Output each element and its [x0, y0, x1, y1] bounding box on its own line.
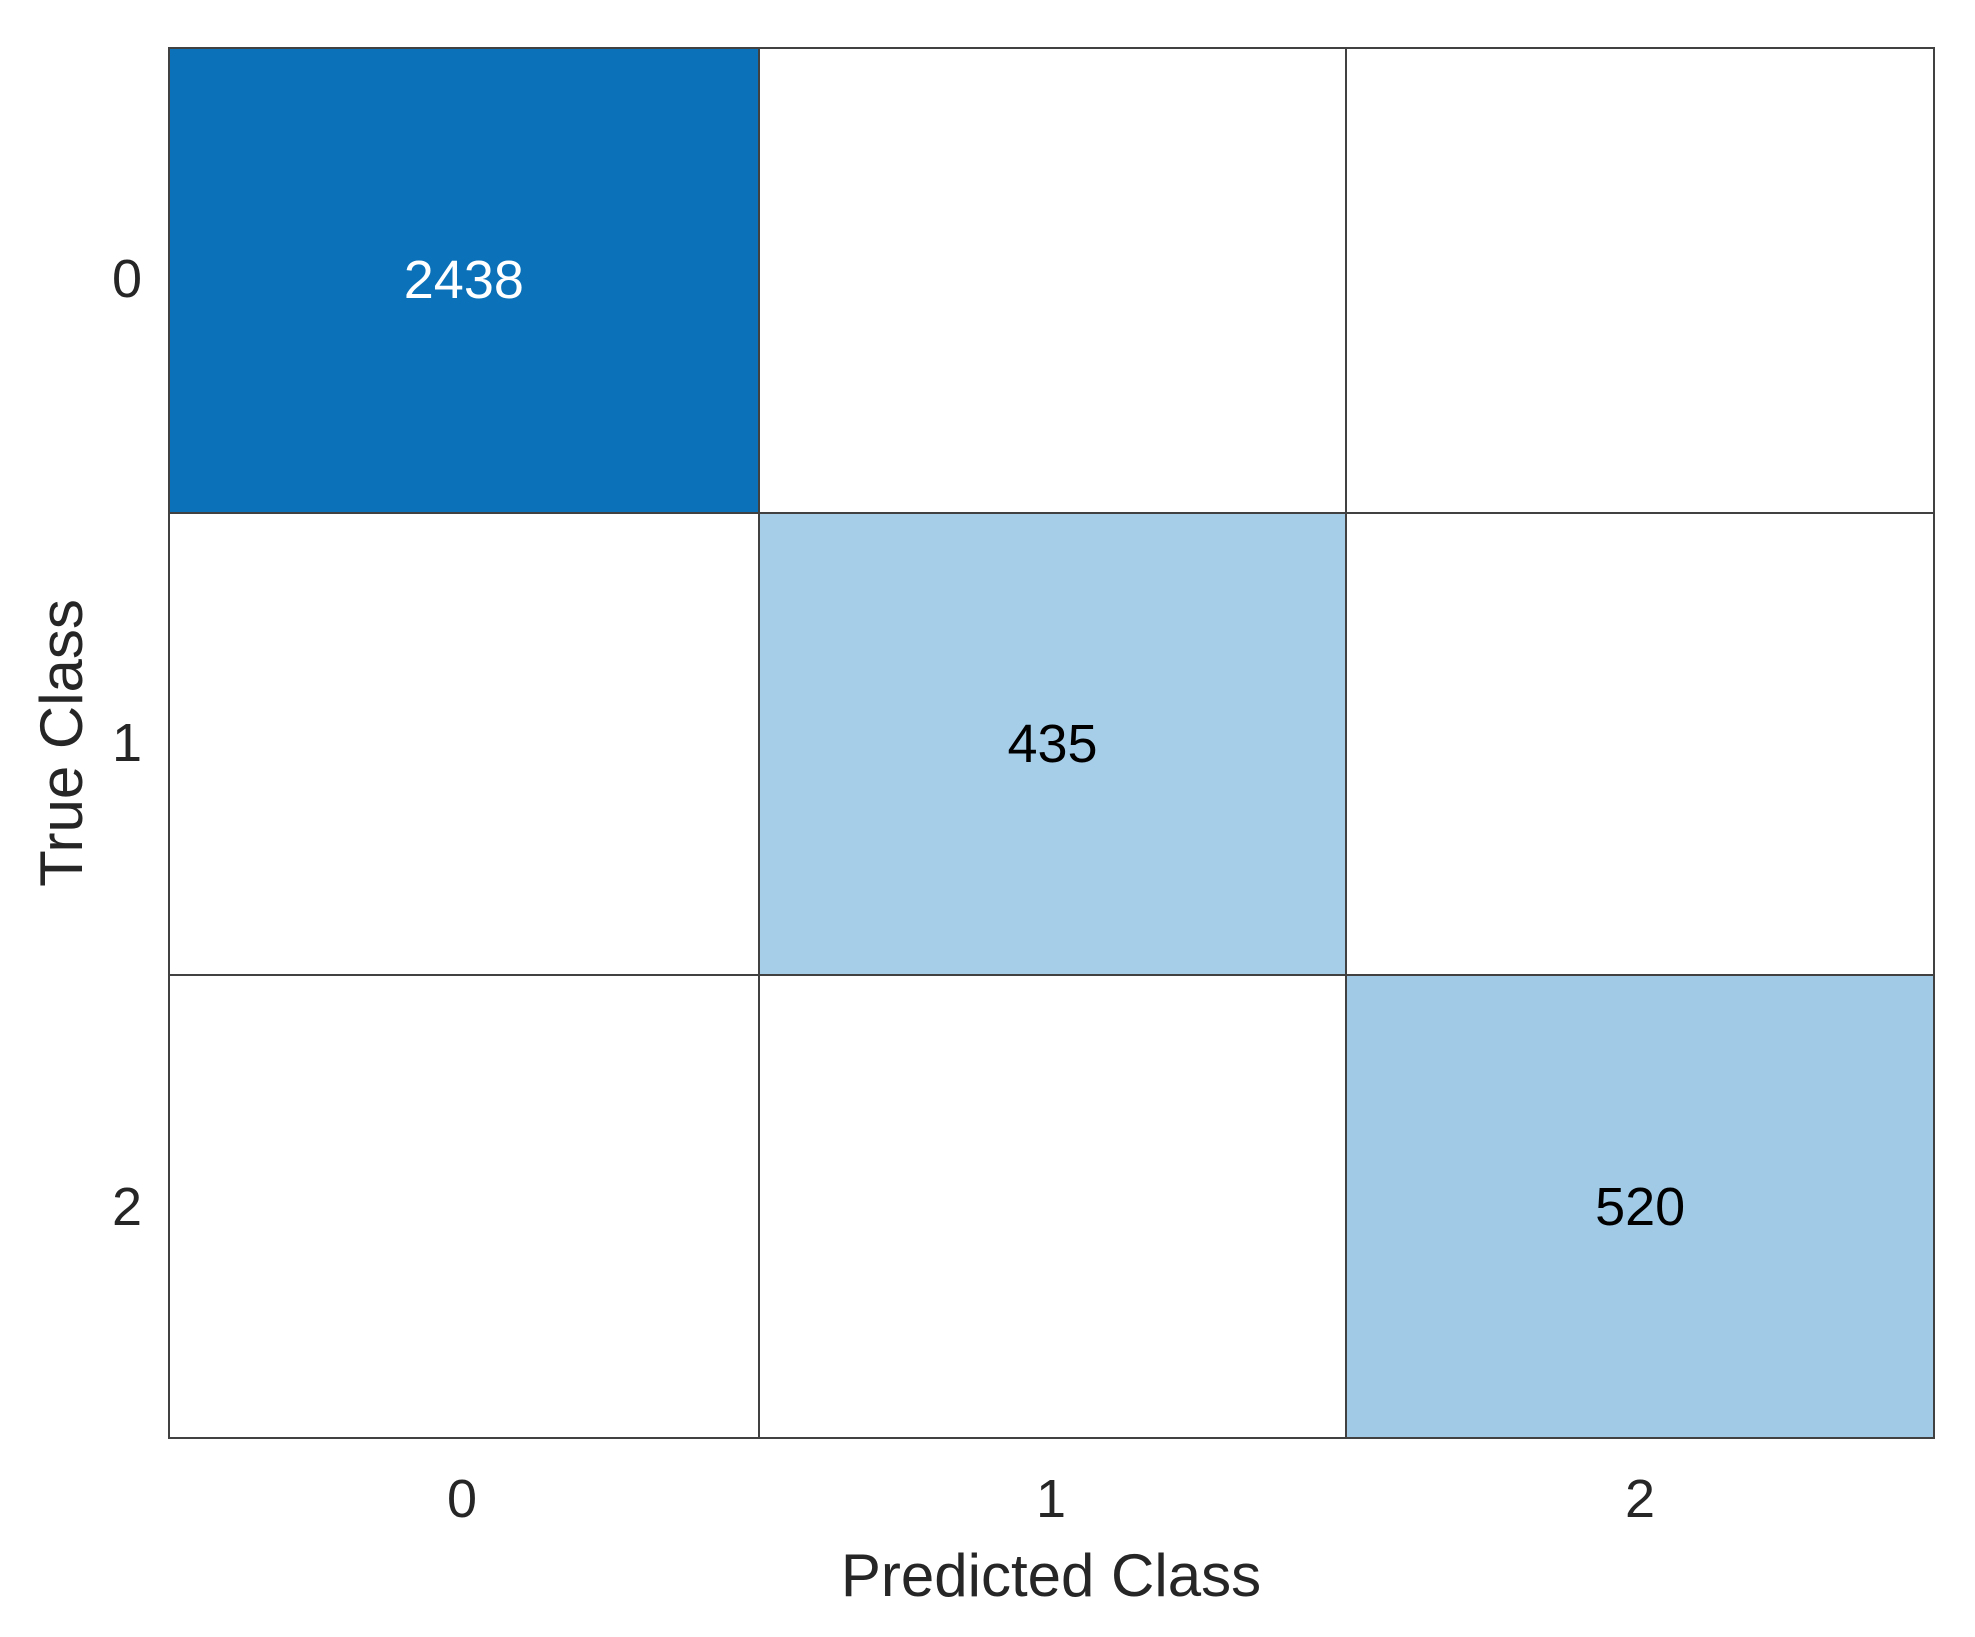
y-tick-label-0: 0 [111, 249, 142, 309]
matrix-cell-r1c2 [1345, 511, 1933, 975]
x-tick-label-1: 1 [1035, 1469, 1067, 1529]
y-tick-label-2: 2 [111, 1177, 142, 1237]
matrix-cell-r2c2: 520 [1345, 974, 1933, 1437]
matrix-cell-r0c0: 2438 [170, 49, 758, 512]
matrix-cell-r0c2 [1345, 49, 1933, 512]
x-tick-label-0: 0 [446, 1469, 478, 1529]
matrix-cell-r0c1 [757, 49, 1346, 512]
matrix-cell-r2c0 [170, 974, 758, 1437]
matrix-cell-r1c1: 435 [757, 511, 1346, 975]
plot-area: 2438 435 520 [168, 47, 1935, 1439]
matrix-cell-r2c1 [757, 974, 1346, 1437]
y-tick-label-1: 1 [111, 713, 142, 773]
x-tick-label-2: 2 [1624, 1469, 1656, 1529]
x-axis-title: Predicted Class [840, 1542, 1262, 1609]
matrix-cell-r1c0 [170, 511, 758, 975]
